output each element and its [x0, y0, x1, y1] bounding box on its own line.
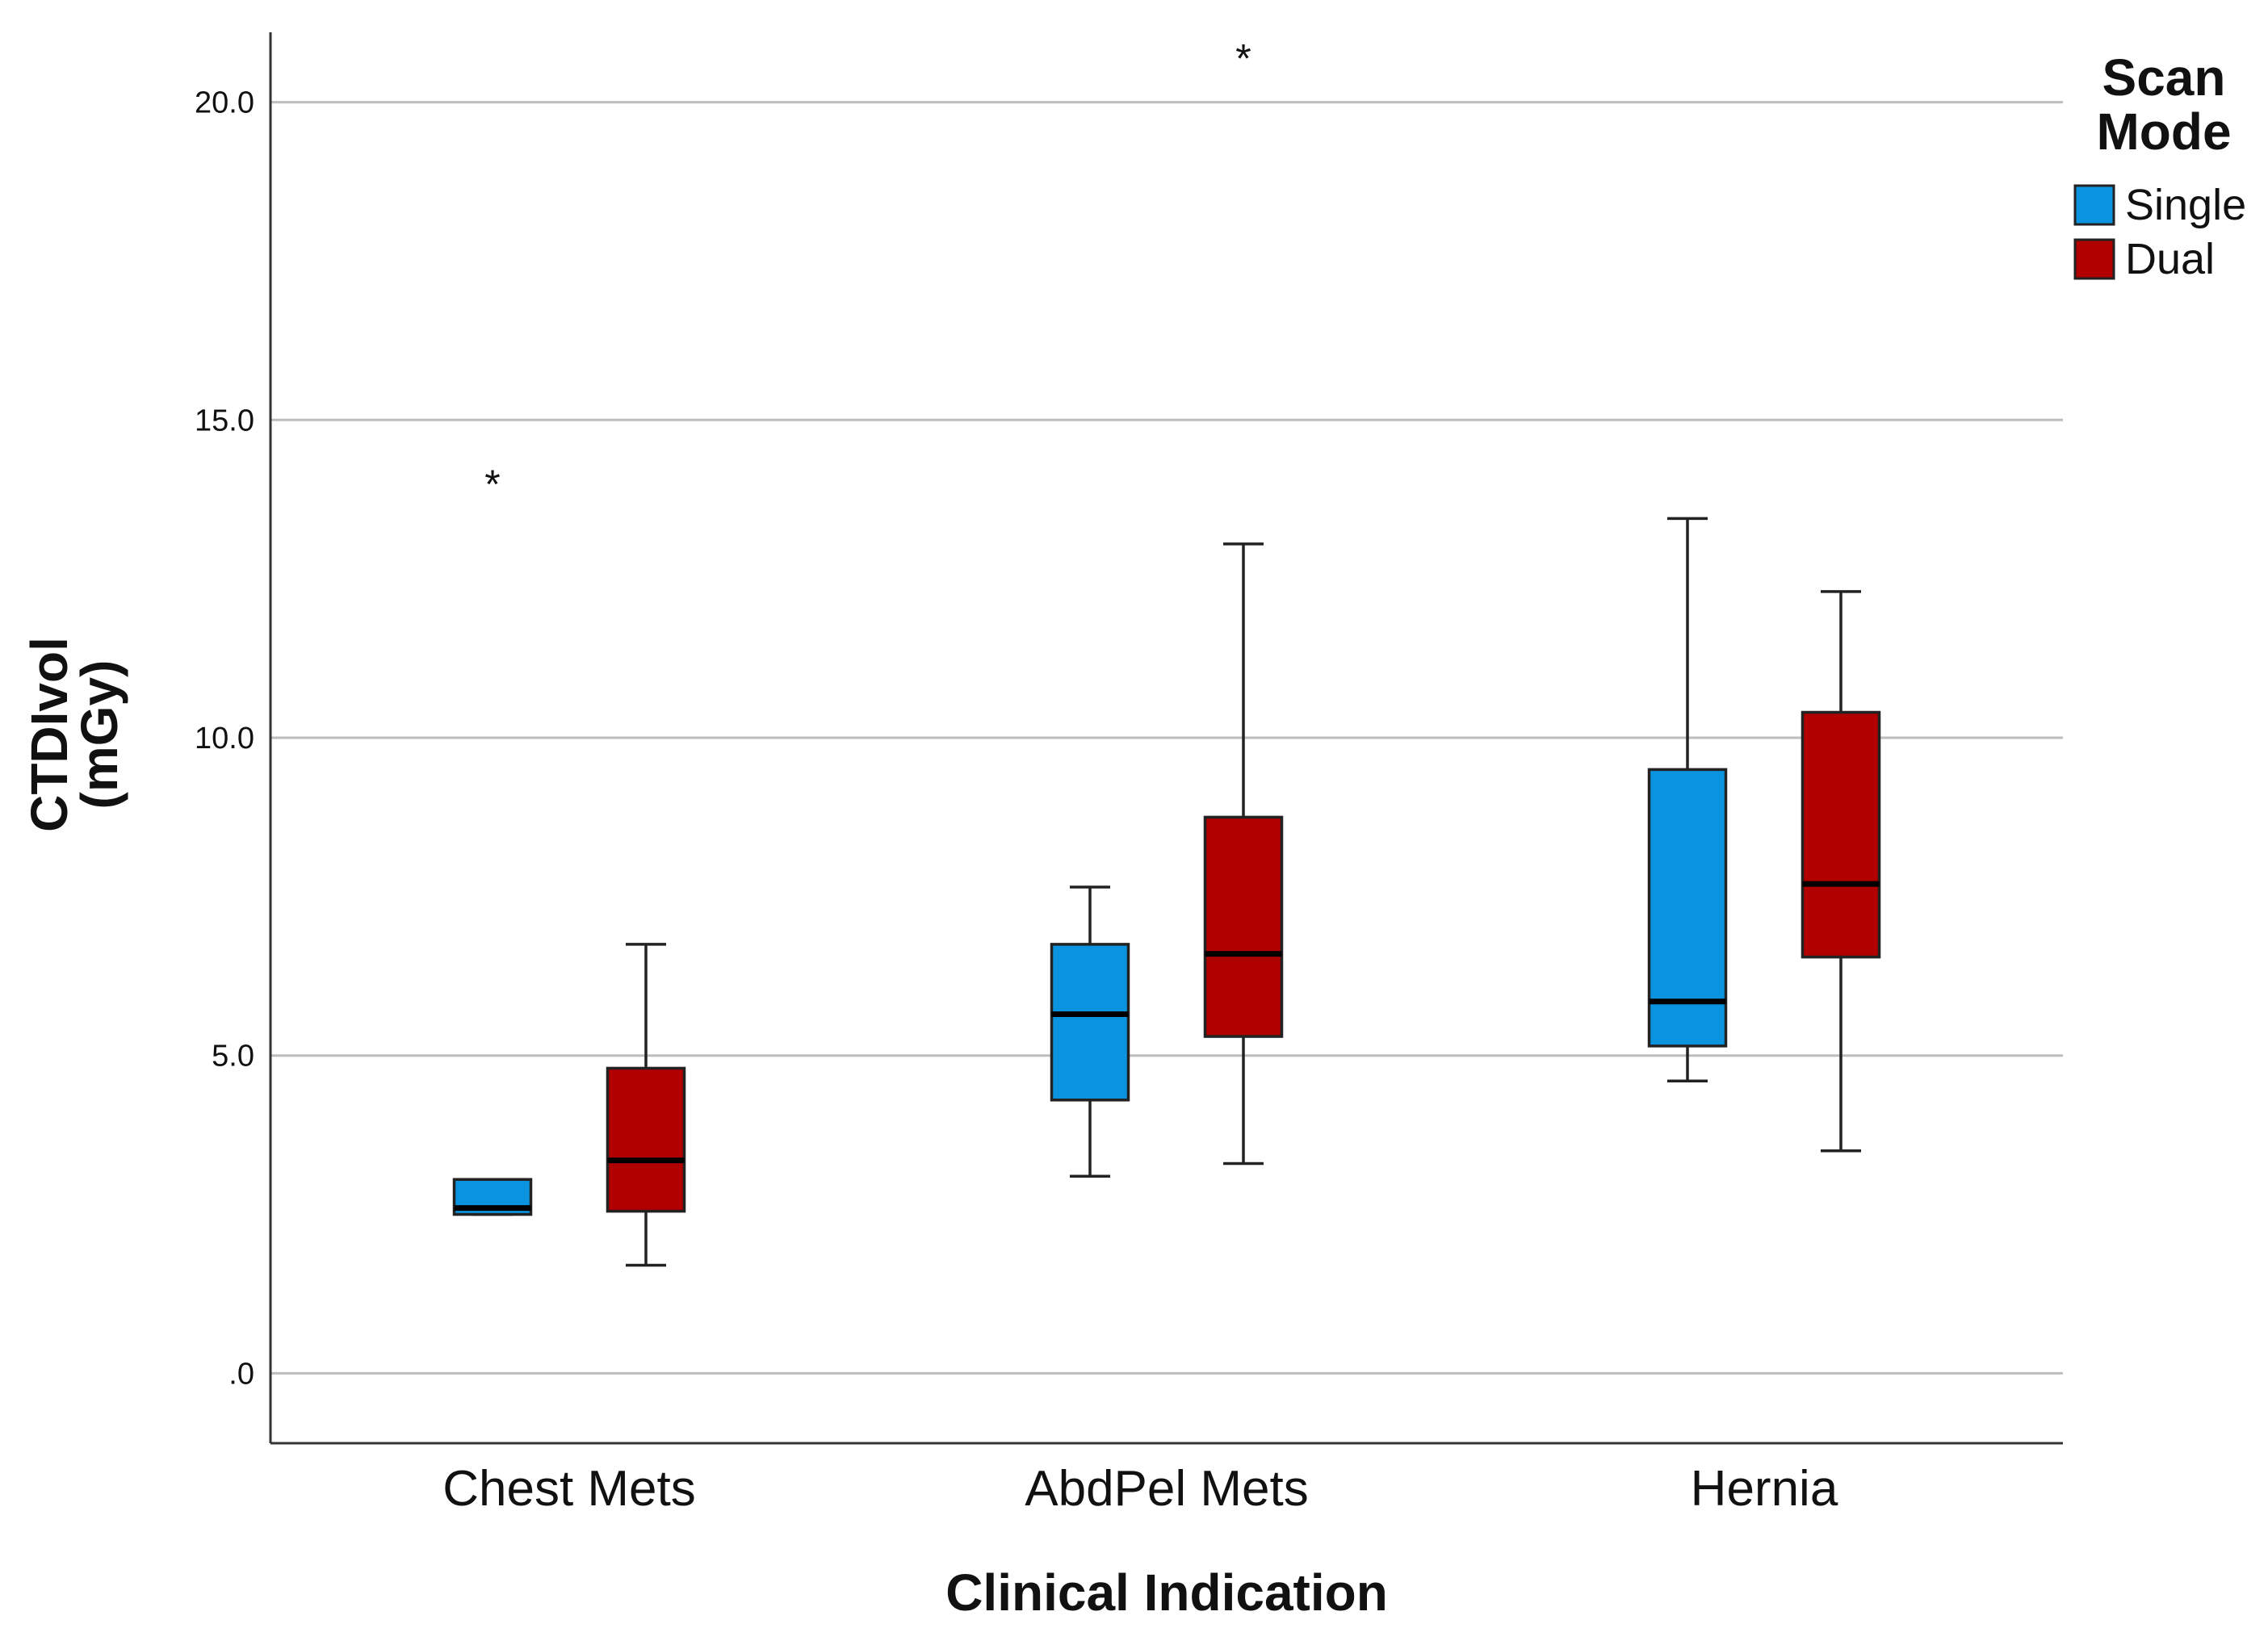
x-category-label: Hernia — [1691, 1461, 1838, 1517]
box-single-2 — [1647, 517, 1728, 1082]
box-single-0: * — [452, 462, 533, 1216]
boxes: ** — [452, 36, 1881, 1267]
y-tick-label: 5.0 — [212, 1040, 254, 1074]
legend-swatch-dual — [2073, 238, 2115, 280]
box-single-1 — [1050, 885, 1130, 1178]
outlier-marker: * — [484, 462, 500, 507]
y-tick-label: 15.0 — [195, 404, 254, 437]
legend-label-dual: Dual — [2125, 235, 2215, 283]
box-iqr — [606, 1066, 686, 1213]
box-iqr — [1647, 768, 1728, 1048]
x-axis-title: Clinical Indication — [945, 1563, 1388, 1622]
y-axis-title-line-2: (mGy) — [70, 660, 128, 810]
legend-swatch-single — [2073, 184, 2115, 226]
box-iqr — [1203, 815, 1284, 1038]
box-iqr — [1050, 943, 1130, 1102]
legend-title-line-2: Mode — [2096, 103, 2231, 161]
legend-title-line-1: Scan — [2102, 48, 2226, 107]
gridlines — [270, 101, 2063, 1375]
box-dual-1: * — [1203, 36, 1284, 1166]
x-category-label: AbdPel Mets — [1025, 1461, 1309, 1517]
x-category-labels: Chest Mets AbdPel Mets Hernia — [442, 1461, 1838, 1517]
outlier-marker: * — [1235, 36, 1251, 82]
y-tick-labels: .0 5.0 10.0 15.0 20.0 — [195, 86, 254, 1392]
box-dual-2 — [1801, 590, 1881, 1153]
box-iqr — [1801, 710, 1881, 959]
box-dual-0 — [606, 943, 686, 1267]
legend-label-single: Single — [2125, 181, 2246, 229]
y-axis-title-line-1: CTDIvol — [20, 637, 78, 832]
axes — [269, 32, 2063, 1445]
y-tick-label: 10.0 — [195, 722, 254, 756]
legend: Scan Mode Single Dual — [2073, 48, 2246, 283]
y-axis-title: CTDIvol (mGy) — [20, 637, 128, 832]
x-category-label: Chest Mets — [442, 1461, 696, 1517]
y-tick-label: .0 — [228, 1357, 254, 1391]
y-tick-label: 20.0 — [195, 86, 254, 120]
